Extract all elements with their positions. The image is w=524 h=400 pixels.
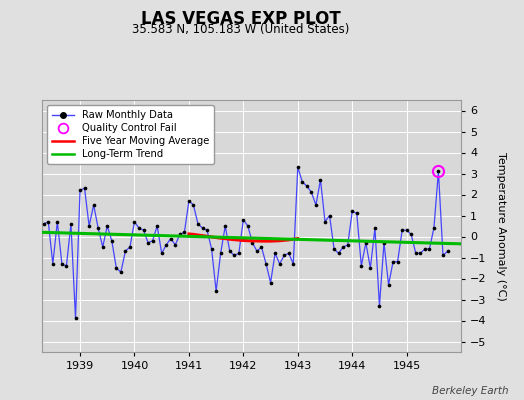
Point [280,252,288,259]
Point [112,265,121,271]
Point [158,250,166,256]
Point [339,244,347,250]
Point [107,238,116,244]
Point [58,261,66,267]
Point [99,244,107,250]
Point [262,261,270,267]
Point [103,223,112,229]
Point [198,225,206,231]
Point [216,250,225,256]
Point [76,187,84,194]
Point [244,223,252,229]
Point [394,258,402,265]
Point [330,246,339,252]
Point [203,227,211,233]
Point [62,263,71,269]
Point [117,269,125,275]
Point [271,250,279,256]
Point [225,248,234,254]
Point [235,250,243,256]
Point [194,221,202,227]
Point [321,218,329,225]
Point [171,242,180,248]
Point [144,240,152,246]
Point [371,225,379,231]
Point [344,242,352,248]
Point [26,214,34,221]
Point [276,261,284,267]
Point [434,168,443,174]
Point [71,315,80,322]
Point [253,248,261,254]
Point [212,288,220,294]
Point [121,248,129,254]
Point [180,229,189,236]
Point [90,202,98,208]
Point [357,263,366,269]
Text: 35.583 N, 105.183 W (United States): 35.583 N, 105.183 W (United States) [133,23,350,36]
Legend: Raw Monthly Data, Quality Control Fail, Five Year Moving Average, Long-Term Tren: Raw Monthly Data, Quality Control Fail, … [47,105,214,164]
Point [443,248,452,254]
Point [312,202,320,208]
Point [303,183,311,189]
Point [289,261,298,267]
Point [298,179,307,185]
Point [411,250,420,256]
Point [425,246,433,252]
Point [375,302,384,309]
Point [266,280,275,286]
Point [49,261,57,267]
Point [398,227,406,233]
Text: Berkeley Earth: Berkeley Earth [432,386,508,396]
Point [44,218,52,225]
Point [153,223,161,229]
Point [385,282,393,288]
Point [407,231,416,238]
Point [94,225,102,231]
Point [430,225,438,231]
Point [30,206,39,212]
Point [189,202,198,208]
Y-axis label: Temperature Anomaly (°C): Temperature Anomaly (°C) [496,152,506,300]
Point [293,164,302,170]
Point [307,189,315,196]
Point [176,231,184,238]
Point [162,242,170,248]
Point [316,177,325,183]
Point [139,227,148,233]
Point [353,210,361,217]
Point [135,225,143,231]
Point [208,246,216,252]
Point [439,252,447,259]
Point [239,216,247,223]
Point [35,223,43,229]
Point [416,250,424,256]
Point [53,218,61,225]
Point [185,198,193,204]
Point [380,240,388,246]
Point [148,238,157,244]
Point [421,246,429,252]
Point [67,221,75,227]
Point [85,223,93,229]
Point [39,221,48,227]
Point [366,265,375,271]
Point [348,208,356,214]
Point [402,227,411,233]
Point [362,240,370,246]
Point [167,235,175,242]
Point [130,218,139,225]
Point [21,196,30,202]
Point [257,244,266,250]
Point [126,244,134,250]
Point [230,252,238,259]
Point [80,185,89,191]
Point [248,240,257,246]
Point [221,223,230,229]
Point [285,250,293,256]
Text: LAS VEGAS EXP PLOT: LAS VEGAS EXP PLOT [141,10,341,28]
Point [325,212,334,219]
Point [334,250,343,256]
Point [389,258,397,265]
